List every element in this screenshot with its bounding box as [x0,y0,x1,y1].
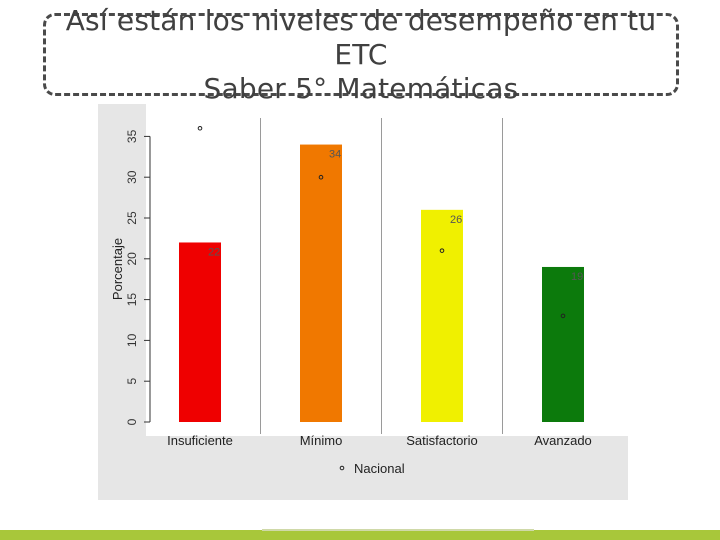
y-tick-label: 20 [125,252,139,266]
y-tick-label: 25 [125,211,139,225]
bar-chart: 0 5 10 15 20 25 30 35 Porcentaje 22 Insuficiente 34… [110,104,628,476]
y-tick-label: 0 [125,418,139,425]
slide-title: Así están los niveles de desempeño en tu… [46,4,676,106]
footer-bar [0,530,720,540]
legend-marker [339,465,345,471]
footer-accent [262,529,534,531]
title-line-1: Así están los niveles de desempeño en tu… [65,3,657,71]
nacional-marker [560,313,566,319]
title-box: Así están los niveles de desempeño en tu… [43,4,679,105]
y-tick-label: 30 [125,170,139,184]
bar [179,242,221,422]
legend-label: Nacional [354,461,405,476]
y-tick-label: 5 [125,378,139,385]
x-tick-label: Satisfactorio [406,433,478,448]
bar [300,144,342,422]
y-tick-label: 15 [125,293,139,307]
data-label: 19 [571,271,583,283]
data-label: 26 [450,214,462,226]
y-tick-label: 35 [125,129,139,143]
x-tick-label: Mínimo [300,433,343,448]
y-axis-label: Porcentaje [110,238,125,300]
data-label: 22 [208,246,220,258]
x-tick-label: Insuficiente [167,433,233,448]
nacional-marker [197,125,203,131]
chart-panel: 0 5 10 15 20 25 30 35 Porcentaje 22 Insuficiente 34… [98,104,628,500]
bar [542,266,584,422]
y-tick-label: 10 [125,333,139,347]
x-tick-label: Avanzado [534,433,592,448]
bar [421,209,463,422]
nacional-marker [439,248,445,253]
title-line-2: Saber 5° Matemáticas [203,71,519,105]
nacional-marker [318,174,324,180]
data-label: 34 [329,149,341,161]
